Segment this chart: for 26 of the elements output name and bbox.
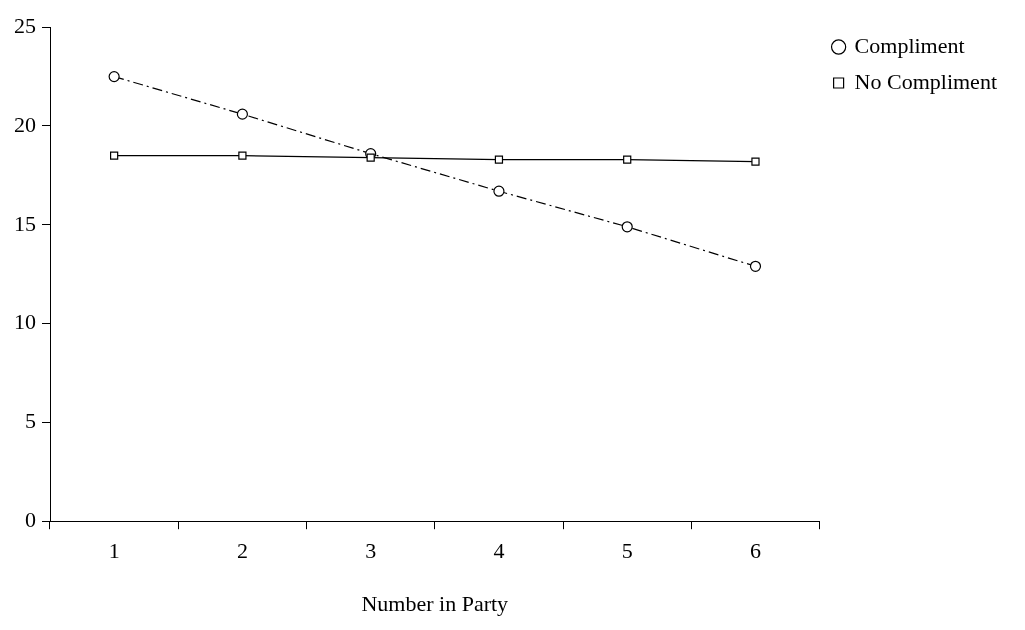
- point: [493, 185, 505, 197]
- point: [621, 221, 633, 233]
- point: [238, 151, 247, 160]
- point: [749, 260, 762, 272]
- point: [623, 155, 632, 164]
- point: [494, 155, 504, 164]
- x-tick-label: 1: [108, 538, 120, 564]
- y-tick-label: 15: [14, 210, 36, 236]
- y-tick-label: 20: [14, 111, 36, 137]
- legend-label: No Compliment: [854, 68, 997, 94]
- y-tick-label: 25: [14, 12, 36, 38]
- y-tick-label: 0: [25, 506, 36, 532]
- point: [108, 71, 120, 83]
- point: [236, 108, 248, 120]
- point: [110, 151, 119, 160]
- y-tick-label: 10: [14, 309, 36, 335]
- legend-label: Compliment: [854, 32, 965, 58]
- x-tick-label: 4: [493, 538, 505, 564]
- x-tick-label: 5: [621, 538, 633, 564]
- y-tick-label: 5: [25, 408, 36, 434]
- point: [751, 157, 760, 166]
- x-tick-label: 3: [365, 538, 377, 564]
- x-axis-title: Number in Party: [361, 590, 509, 616]
- point: [366, 153, 375, 162]
- x-tick-label: 6: [749, 538, 761, 564]
- x-tick-label: 2: [236, 538, 248, 564]
